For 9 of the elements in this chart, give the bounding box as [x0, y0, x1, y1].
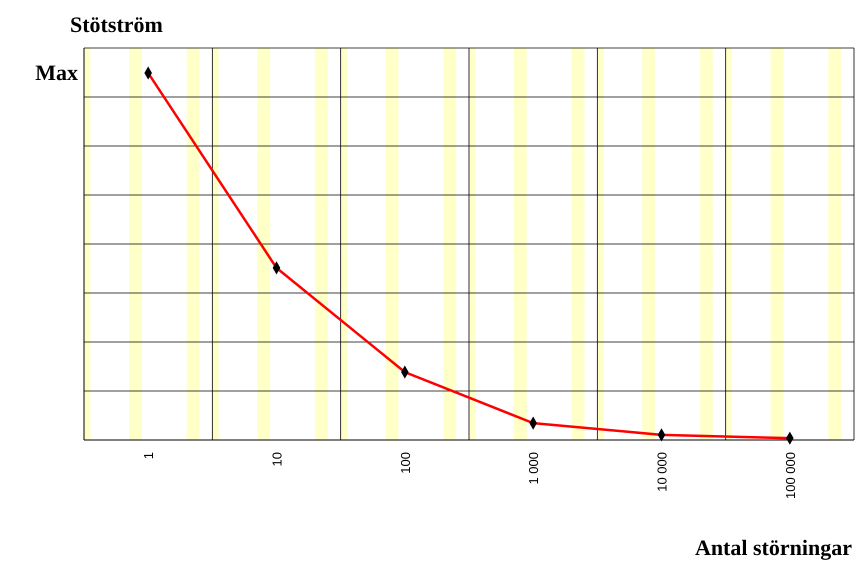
x-tick-label: 100 000	[782, 452, 798, 499]
x-tick-label: 10 000	[654, 452, 670, 492]
x-axis-title: Antal störningar	[694, 535, 852, 560]
x-tick-label: 10	[270, 452, 284, 466]
x-tick-label: 1 000	[526, 452, 542, 485]
text: Max	[35, 60, 78, 85]
y-axis-title: Stötström	[70, 12, 163, 37]
x-tick-label: 1	[141, 452, 156, 460]
x-tick-label: 100	[398, 452, 413, 474]
